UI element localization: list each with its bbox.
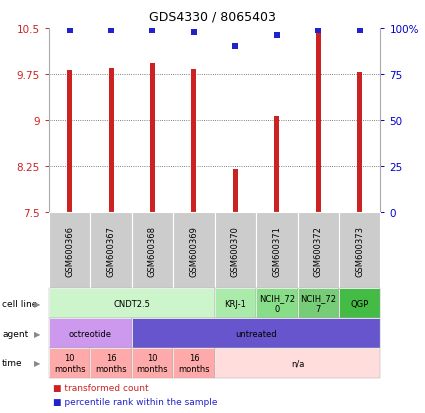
Text: 10
months: 10 months <box>54 354 85 373</box>
Point <box>149 27 156 34</box>
Point <box>315 27 322 34</box>
Text: CNDT2.5: CNDT2.5 <box>113 299 150 308</box>
Bar <box>108 69 113 212</box>
Point <box>273 33 280 40</box>
Text: 16
months: 16 months <box>95 354 127 373</box>
Text: time: time <box>2 358 23 368</box>
Text: NCIH_72
0: NCIH_72 0 <box>259 294 295 313</box>
Text: cell line: cell line <box>2 299 37 308</box>
Text: octreotide: octreotide <box>69 329 112 338</box>
Bar <box>233 169 238 212</box>
Text: GSM600369: GSM600369 <box>190 225 198 276</box>
Point <box>356 27 363 34</box>
Bar <box>150 64 155 212</box>
Bar <box>274 116 279 212</box>
Text: GSM600367: GSM600367 <box>107 225 116 276</box>
Point <box>66 27 73 34</box>
Text: ▶: ▶ <box>34 358 40 368</box>
Text: 16
months: 16 months <box>178 354 210 373</box>
Text: ▶: ▶ <box>34 329 40 338</box>
Text: GSM600373: GSM600373 <box>355 225 364 276</box>
Text: agent: agent <box>2 329 28 338</box>
Text: ▶: ▶ <box>34 299 40 308</box>
Text: GSM600371: GSM600371 <box>272 225 281 276</box>
Text: GDS4330 / 8065403: GDS4330 / 8065403 <box>149 10 276 23</box>
Text: n/a: n/a <box>291 358 304 368</box>
Bar <box>67 71 72 212</box>
Text: GSM600368: GSM600368 <box>148 225 157 276</box>
Text: GSM600372: GSM600372 <box>314 225 323 276</box>
Text: GSM600366: GSM600366 <box>65 225 74 276</box>
Text: KRJ-1: KRJ-1 <box>224 299 246 308</box>
Point <box>190 29 197 36</box>
Text: untreated: untreated <box>235 329 277 338</box>
Text: GSM600370: GSM600370 <box>231 225 240 276</box>
Text: ■ transformed count: ■ transformed count <box>53 383 149 392</box>
Text: ■ percentile rank within the sample: ■ percentile rank within the sample <box>53 397 218 406</box>
Text: QGP: QGP <box>351 299 369 308</box>
Point <box>232 44 239 50</box>
Text: 10
months: 10 months <box>137 354 168 373</box>
Text: NCIH_72
7: NCIH_72 7 <box>300 294 336 313</box>
Bar <box>316 30 321 212</box>
Bar <box>357 73 362 212</box>
Point <box>108 27 114 34</box>
Bar <box>191 70 196 212</box>
